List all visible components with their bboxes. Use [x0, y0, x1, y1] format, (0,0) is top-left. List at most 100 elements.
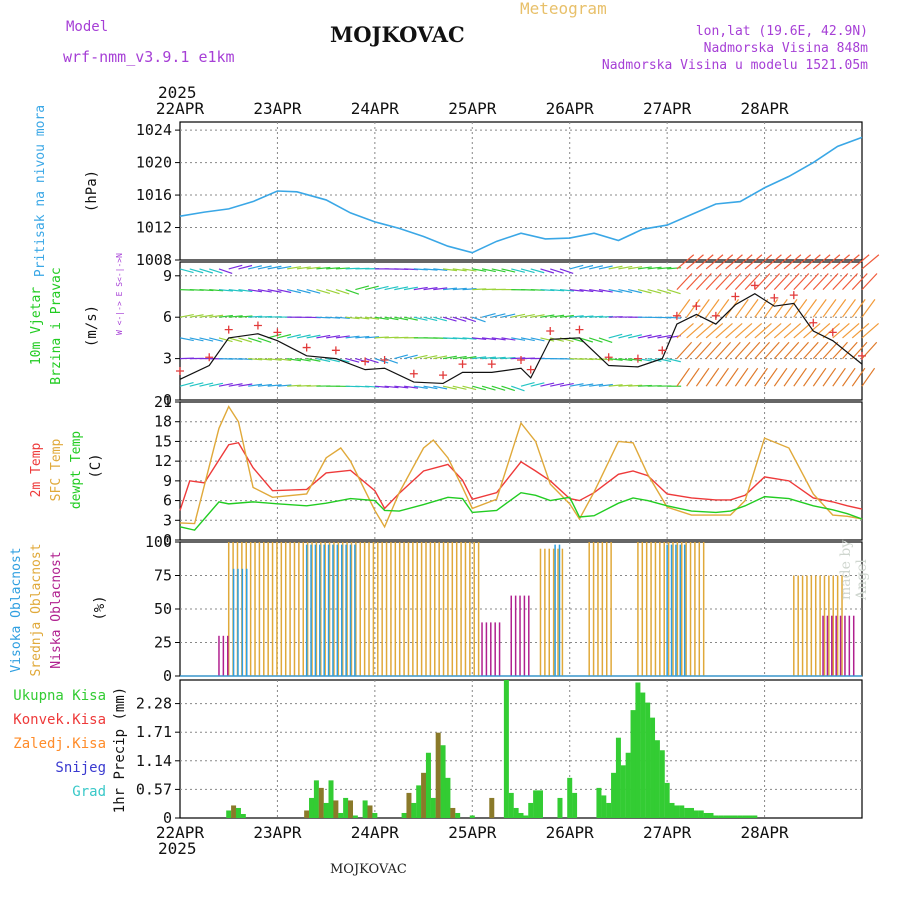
wind-arrow [257, 358, 272, 361]
wind-arrow [374, 358, 389, 364]
wind-arrow [705, 367, 720, 387]
precip-bar [732, 815, 738, 818]
wind-arrow [851, 273, 868, 291]
wind-arrow [452, 316, 467, 322]
wind-arrow [764, 367, 778, 387]
wind-arrow [287, 266, 302, 270]
wind-arrow [744, 273, 761, 291]
wind-arrow [501, 337, 516, 341]
temp-line-0 [179, 441, 863, 511]
wind-arrow [442, 268, 458, 272]
wind-arrow [423, 316, 438, 322]
precip-bar [689, 807, 694, 818]
wind-arrow [403, 316, 418, 321]
wind-arrow [773, 341, 790, 360]
wind-arrow [374, 285, 389, 291]
wind-arrow [764, 341, 780, 360]
wind-arrow [277, 384, 292, 387]
wind-arrow [773, 254, 792, 270]
wind-arrow [413, 354, 428, 360]
wind-arrow [579, 289, 594, 293]
precip-bar [625, 752, 631, 818]
wind-arrow [550, 382, 565, 387]
wind-gust-marker [633, 354, 642, 363]
precip-bar [723, 815, 729, 818]
precip-bar [635, 682, 641, 818]
wind-gust-marker [658, 346, 667, 355]
wind-arrow [326, 335, 341, 339]
wind-arrow [540, 268, 555, 274]
wind-arrow [491, 356, 506, 360]
precip-bar [630, 710, 636, 818]
wind-arrow [832, 367, 846, 387]
wind-arrow [715, 323, 733, 339]
wind-arrow [228, 315, 243, 318]
y-tick-label: 0 [163, 391, 172, 409]
precip-bar [328, 780, 334, 818]
wind-arrow [511, 268, 525, 273]
precip-bar [528, 802, 534, 818]
wind-arrow [199, 268, 214, 274]
wind-arrow [452, 385, 467, 390]
wind-arrow [520, 337, 535, 342]
wind-arrow [296, 358, 311, 362]
wind-arrow [491, 268, 506, 273]
y-tick-label: 21 [154, 393, 172, 411]
precip-bar [708, 812, 714, 818]
precip-bar [567, 777, 573, 818]
wind-arrow [238, 315, 253, 318]
wind-arrow [676, 323, 694, 339]
wind-arrow [803, 341, 819, 360]
wind-arrow [579, 337, 594, 343]
wind-gust-marker [409, 369, 418, 378]
wind-arrow [287, 289, 301, 294]
wind-arrow [695, 341, 712, 360]
wind-arrow [550, 268, 564, 274]
wind-arrow [851, 254, 870, 270]
wind-arrow [754, 299, 769, 318]
wind-arrow [628, 289, 642, 294]
wind-arrow [403, 354, 418, 360]
wind-arrow [316, 358, 331, 363]
wind-arrow [822, 323, 841, 339]
precip-bar [620, 765, 626, 818]
wind-arrow [248, 383, 263, 387]
wind-gust-marker [526, 365, 535, 374]
wind-arrow [199, 314, 214, 318]
wind-arrow [374, 336, 389, 339]
wind-arrow [822, 273, 839, 291]
y-tick-label: 100 [145, 533, 172, 551]
model-name: wrf-nmm_v3.9.1 e1km [63, 48, 235, 66]
time-label-bottom: 28APR [740, 823, 789, 842]
y-tick-label: 15 [154, 432, 172, 450]
wind-arrow [676, 367, 690, 387]
wind-arrow [530, 314, 545, 318]
wind-arrow [842, 299, 856, 318]
wind-arrow [842, 254, 860, 270]
precip-bar [693, 810, 699, 818]
wind-arrow [676, 299, 691, 318]
wind-arrow [637, 266, 652, 270]
wind-arrow [686, 254, 704, 270]
wind-arrow [481, 356, 497, 360]
wind-arrow [559, 314, 574, 318]
wind-arrow [579, 358, 594, 361]
wind-arrow [628, 334, 642, 339]
wind-gust-marker [575, 325, 584, 334]
wind-gust-marker [809, 318, 818, 327]
precip-bar [235, 807, 241, 818]
wind-arrow [608, 289, 623, 293]
wind-arrow [238, 383, 253, 387]
y-tick-label: 75 [154, 567, 172, 585]
wind-arrow [783, 341, 800, 360]
wind-arrow [705, 299, 720, 318]
wind-arrow [695, 273, 712, 291]
wind-arrow [345, 289, 360, 295]
wind-arrow [530, 268, 545, 274]
wind-arrow [277, 333, 292, 339]
precip-bar [425, 752, 431, 818]
y-tick-label: 3 [163, 511, 172, 529]
wind-arrow [462, 356, 477, 360]
wind-arrow [764, 254, 782, 270]
wind-arrow [481, 268, 496, 273]
